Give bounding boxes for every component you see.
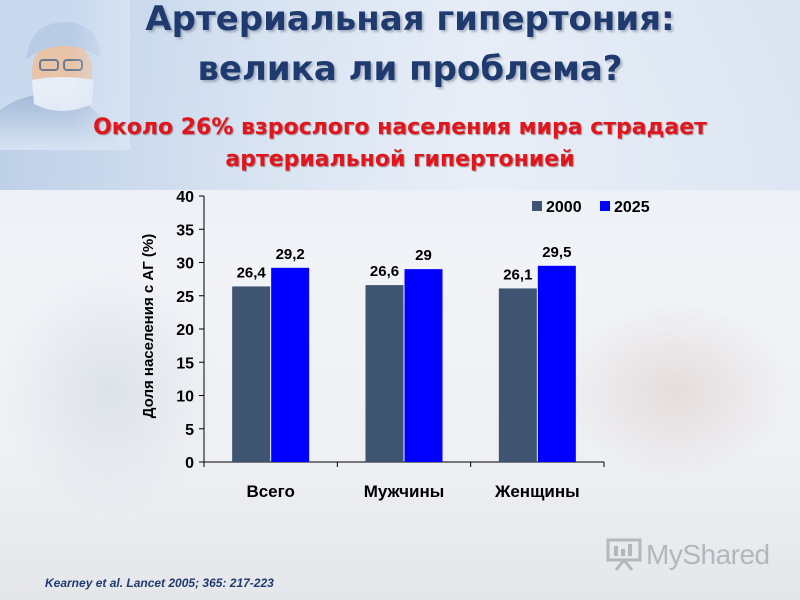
bar-2025-Женщины: [537, 265, 576, 462]
bar-2000-Мужчины: [365, 285, 404, 462]
y-tick-label: 10: [176, 389, 194, 406]
data-label: 29: [415, 247, 432, 264]
photo-fade-overlay: [0, 0, 130, 150]
data-labels: 26,4 29,2 26,6 29 26,1 29,5: [237, 244, 572, 284]
y-tick-label: 20: [176, 322, 194, 339]
slide-title: Артериальная гипертония: велика ли пробл…: [145, 0, 675, 89]
x-axis: Всего Мужчины Женщины: [203, 461, 605, 501]
y-tick-label: 5: [185, 422, 194, 439]
y-axis: 0 5 10 15 20 25 30 35 40: [176, 189, 205, 472]
background-blur: [0, 260, 220, 520]
data-label: 26,4: [237, 264, 267, 281]
bars: [232, 265, 576, 462]
data-label: 26,1: [503, 266, 532, 283]
background-blur: [560, 300, 790, 480]
y-tick-label: 0: [185, 455, 194, 472]
watermark: MyShared: [606, 537, 776, 577]
x-category-label: Всего: [246, 482, 294, 501]
x-category-label: Мужчины: [364, 482, 445, 501]
watermark-text: MyShared: [646, 539, 770, 570]
y-tick-label: 15: [176, 355, 194, 372]
y-tick-label: 25: [176, 289, 194, 306]
y-tick-label: 35: [176, 222, 194, 239]
presentation-board-icon: [606, 538, 642, 571]
slide-subtitle: Около 26% взрослого населения мира страд…: [93, 115, 707, 172]
y-tick-label: 40: [176, 189, 194, 206]
legend-label: 2000: [546, 199, 582, 216]
citation: Kearney et al. Lancet 2005; 365: 217-223: [45, 576, 274, 590]
y-tick-label: 30: [176, 256, 194, 273]
bar-2025-Всего: [271, 267, 310, 462]
data-label: 26,6: [370, 263, 399, 280]
bar-2000-Женщины: [498, 288, 537, 462]
background-band: [0, 0, 800, 190]
legend: 2000 2025: [532, 199, 650, 216]
bar-2025-Мужчины: [404, 269, 443, 462]
legend-swatch-2000: [532, 201, 542, 211]
legend-label: 2025: [614, 199, 650, 216]
legend-swatch-2025: [600, 201, 610, 211]
data-label: 29,2: [276, 246, 305, 263]
y-axis-title: Доля населения с АГ (%): [140, 234, 157, 418]
bar-2000-Всего: [232, 286, 271, 462]
data-label: 29,5: [542, 244, 571, 261]
surgeon-photo: [0, 0, 130, 150]
x-category-label: Женщины: [494, 482, 580, 501]
